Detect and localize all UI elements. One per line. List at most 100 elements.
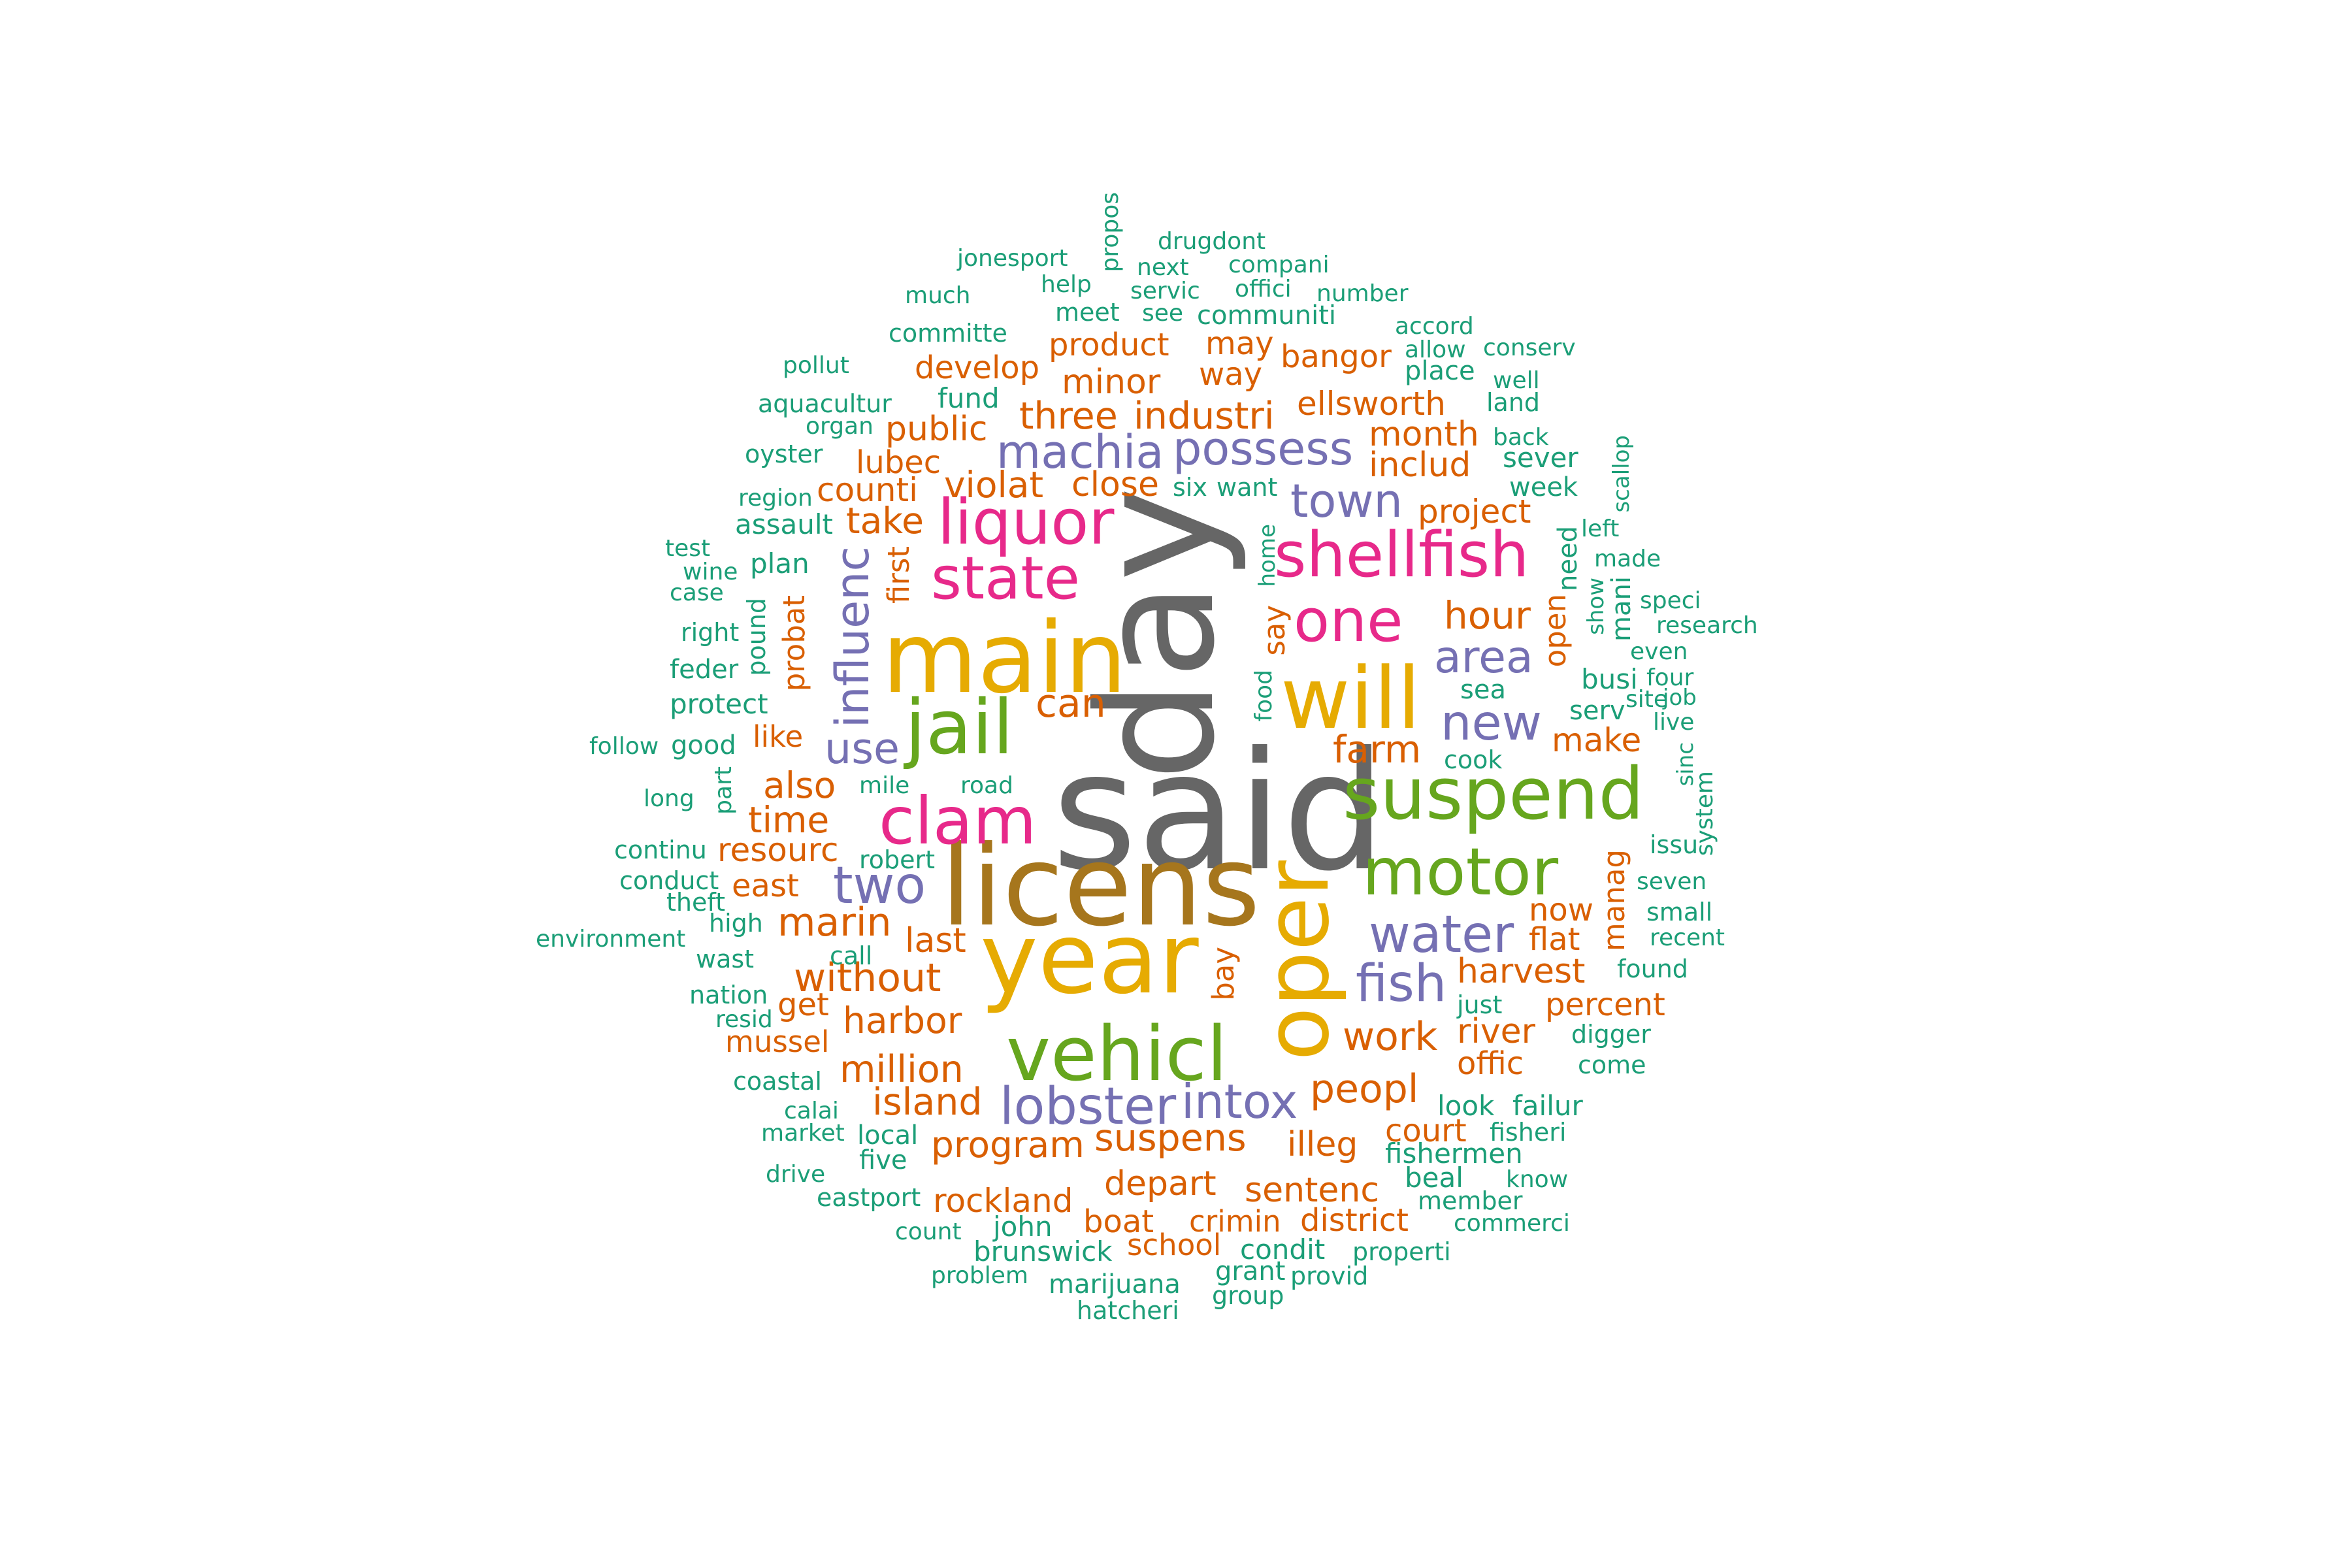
word-pound: pound bbox=[742, 598, 771, 676]
word-state: state bbox=[931, 544, 1080, 613]
word-make: make bbox=[1552, 721, 1642, 759]
word-test: test bbox=[665, 535, 711, 563]
word-offici: offici bbox=[1235, 276, 1292, 303]
word-cook: cook bbox=[1444, 745, 1503, 775]
word-licens: licens bbox=[941, 821, 1260, 951]
word-also: also bbox=[763, 764, 836, 806]
word-two: two bbox=[833, 857, 926, 916]
word-conduct: conduct bbox=[619, 866, 719, 896]
word-open: open bbox=[1537, 593, 1573, 668]
word-feder: feder bbox=[670, 655, 739, 685]
word-john: john bbox=[993, 1210, 1053, 1243]
word-east: east bbox=[732, 867, 799, 904]
word-accord: accord bbox=[1395, 313, 1474, 340]
word-brunswick: brunswick bbox=[973, 1235, 1113, 1267]
word-propos: propos bbox=[1097, 191, 1124, 272]
word-one: one bbox=[1294, 586, 1403, 655]
word-group: group bbox=[1212, 1281, 1284, 1311]
word-good: good bbox=[671, 730, 736, 760]
word-next: next bbox=[1137, 254, 1189, 282]
word-close: close bbox=[1071, 465, 1159, 505]
word-shellfish: shellfish bbox=[1274, 519, 1529, 591]
word-grant: grant bbox=[1215, 1256, 1286, 1286]
word-oyster: oyster bbox=[745, 440, 823, 469]
word-case: case bbox=[670, 580, 724, 607]
word-liquor: liquor bbox=[938, 486, 1115, 559]
word-clam: clam bbox=[879, 783, 1037, 859]
word-resid: resid bbox=[715, 1006, 773, 1034]
word-member: member bbox=[1418, 1186, 1523, 1216]
word-compani: compani bbox=[1228, 252, 1330, 279]
word-town: town bbox=[1290, 474, 1403, 528]
word-fisheri: fisheri bbox=[1490, 1118, 1567, 1147]
word-protect: protect bbox=[670, 687, 768, 720]
word-nation: nation bbox=[689, 981, 768, 1010]
word-drugdont: drugdont bbox=[1158, 228, 1266, 255]
word-week: week bbox=[1509, 472, 1578, 502]
word-motor: motor bbox=[1362, 834, 1559, 910]
word-ellsworth: ellsworth bbox=[1297, 384, 1446, 423]
word-includ: includ bbox=[1369, 446, 1471, 485]
word-communiti: communiti bbox=[1197, 301, 1337, 331]
word-year: year bbox=[980, 902, 1199, 1016]
word-pollut: pollut bbox=[783, 352, 849, 380]
word-commerci: commerci bbox=[1454, 1210, 1570, 1237]
word-servic: servic bbox=[1130, 278, 1200, 305]
word-show: show bbox=[1583, 578, 1609, 635]
word-made: made bbox=[1594, 546, 1661, 573]
word-properti: properti bbox=[1352, 1237, 1451, 1267]
word-say: say bbox=[1256, 605, 1292, 656]
word-possess: possess bbox=[1173, 421, 1354, 476]
word-come: come bbox=[1578, 1051, 1646, 1080]
word-use: use bbox=[825, 725, 900, 774]
word-long: long bbox=[644, 785, 694, 813]
word-mani: mani bbox=[1607, 576, 1637, 642]
word-environment: environment bbox=[536, 926, 686, 953]
word-beal: beal bbox=[1405, 1161, 1463, 1194]
word-minor: minor bbox=[1062, 363, 1161, 402]
word-food: food bbox=[1250, 670, 1277, 722]
word-issu: issu bbox=[1650, 830, 1699, 860]
word-first: first bbox=[881, 546, 916, 604]
word-month: month bbox=[1369, 415, 1479, 455]
word-land: land bbox=[1486, 388, 1541, 417]
word-new: new bbox=[1441, 693, 1543, 751]
word-organ: organ bbox=[806, 413, 874, 440]
word-conserv: conserv bbox=[1483, 335, 1576, 362]
word-counti: counti bbox=[817, 470, 918, 509]
word-court: court bbox=[1385, 1112, 1467, 1149]
word-right: right bbox=[681, 618, 740, 647]
word-like: like bbox=[753, 719, 804, 755]
word-count: count bbox=[895, 1218, 962, 1246]
word-fund: fund bbox=[938, 382, 1000, 414]
word-region: region bbox=[738, 485, 813, 512]
word-five: five bbox=[859, 1145, 907, 1175]
word-six: six bbox=[1173, 473, 1207, 502]
word-live: live bbox=[1653, 709, 1695, 736]
word-eastport: eastport bbox=[817, 1183, 921, 1213]
word-manag: manag bbox=[1596, 849, 1631, 952]
word-district: district bbox=[1300, 1201, 1409, 1239]
word-provid: provid bbox=[1290, 1262, 1369, 1291]
word-meet: meet bbox=[1055, 298, 1120, 327]
word-main: main bbox=[882, 601, 1127, 715]
word-site: site bbox=[1625, 686, 1669, 713]
word-wine: wine bbox=[683, 559, 738, 586]
word-farm: farm bbox=[1333, 727, 1422, 772]
word-small: small bbox=[1646, 898, 1713, 927]
word-seven: seven bbox=[1637, 868, 1707, 896]
word-part: part bbox=[710, 766, 737, 815]
word-assault: assault bbox=[735, 508, 833, 540]
word-take: take bbox=[846, 499, 924, 542]
word-even: even bbox=[1630, 638, 1688, 666]
word-look: look bbox=[1437, 1089, 1495, 1122]
word-number: number bbox=[1316, 280, 1409, 308]
word-digger: digger bbox=[1571, 1020, 1651, 1049]
word-recent: recent bbox=[1650, 924, 1725, 952]
word-sea: sea bbox=[1460, 675, 1506, 705]
word-rockland: rockland bbox=[933, 1181, 1073, 1220]
word-busi: busi bbox=[1581, 662, 1638, 695]
word-mussel: mussel bbox=[725, 1024, 830, 1060]
word-school: school bbox=[1127, 1228, 1222, 1263]
word-jonesport: jonesport bbox=[957, 245, 1068, 272]
